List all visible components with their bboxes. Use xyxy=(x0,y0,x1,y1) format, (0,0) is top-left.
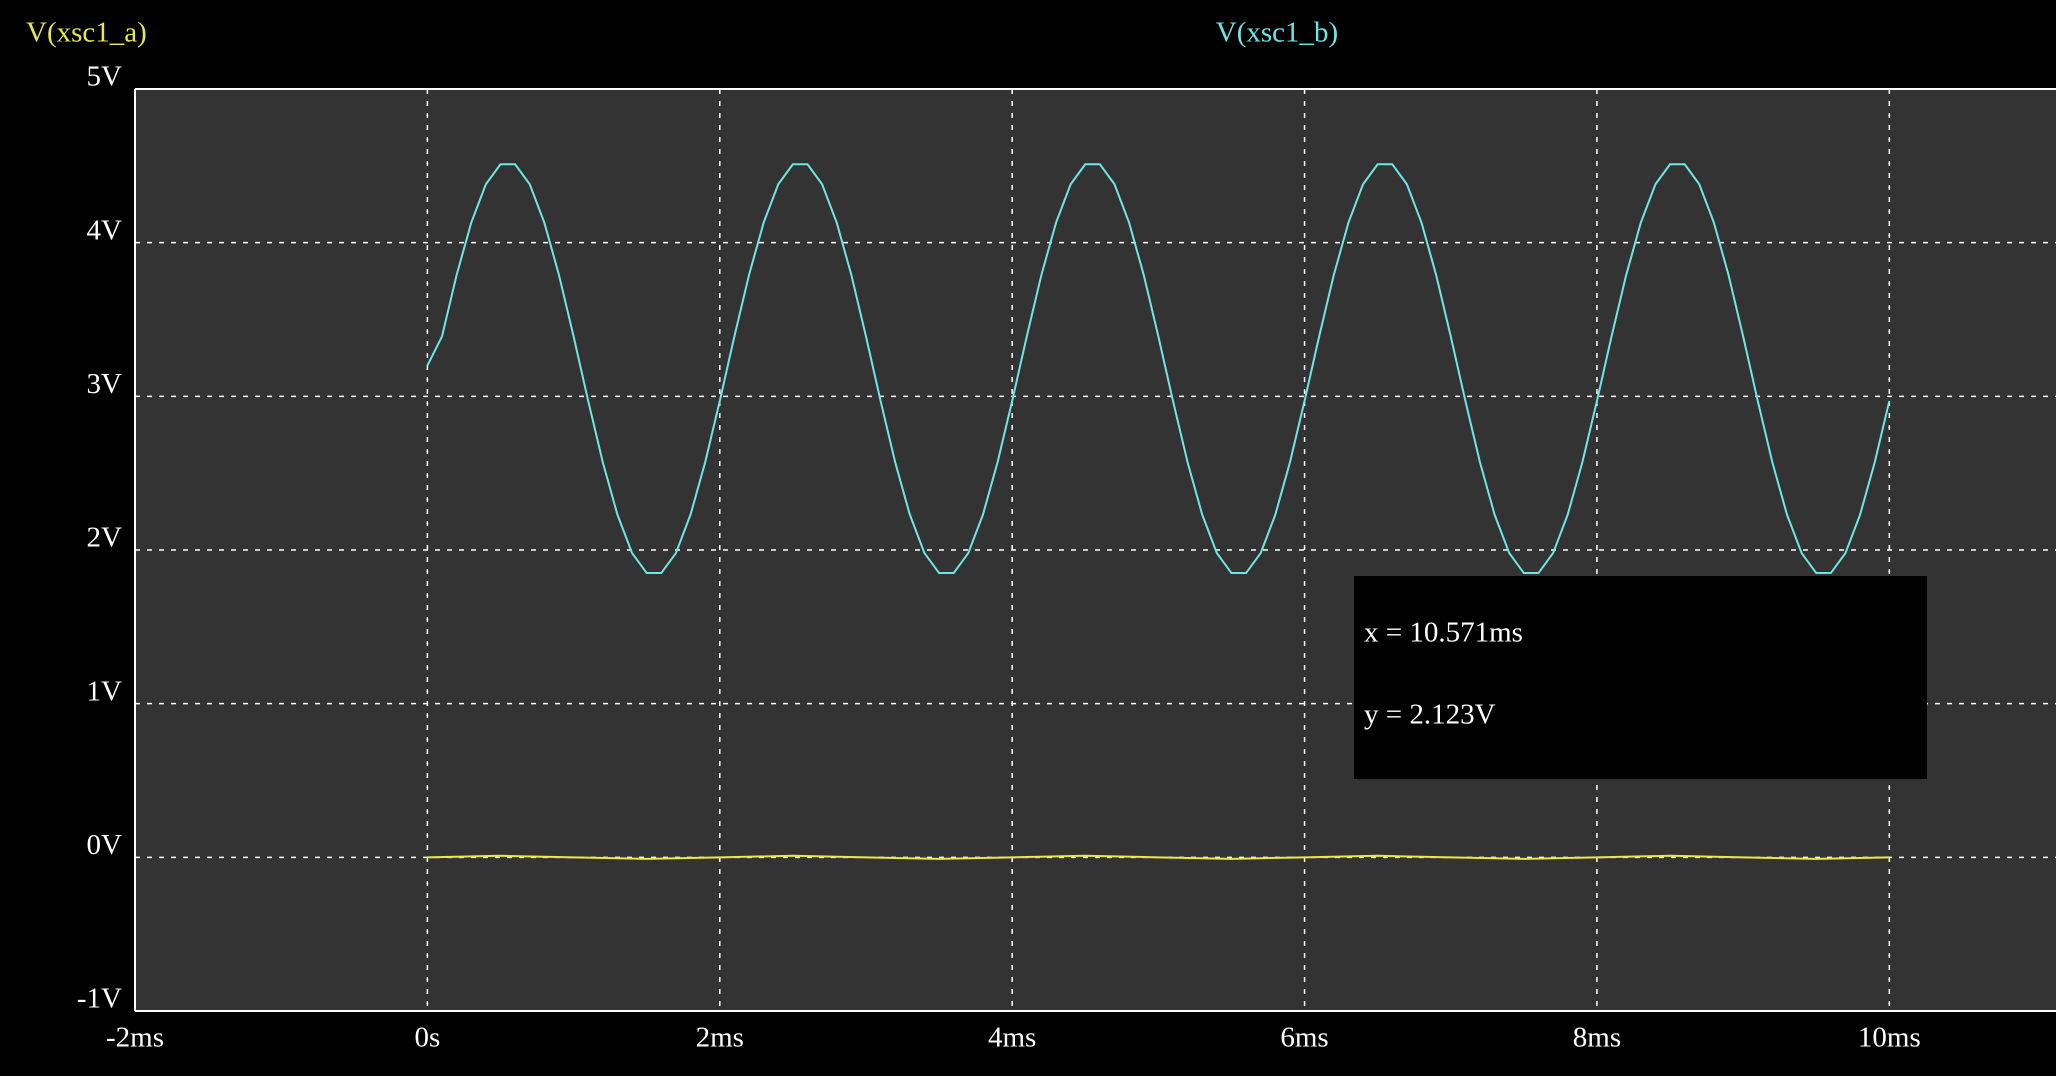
y-tick-label: 2V xyxy=(87,522,123,554)
x-tick-label: 6ms xyxy=(1280,1022,1328,1054)
legend-label: V(xsc1_b) xyxy=(1216,17,1338,49)
x-tick-label: 10ms xyxy=(1858,1022,1921,1054)
y-tick-label: 1V xyxy=(87,675,123,707)
x-tick-label: 8ms xyxy=(1573,1022,1621,1054)
cursor-readout: x = 10.571ms xyxy=(1364,617,1523,649)
series-line xyxy=(427,854,1890,860)
x-tick-label: -2ms xyxy=(106,1022,164,1054)
cursor-readout: y = 2.123V xyxy=(1364,699,1496,731)
y-tick-label: 0V xyxy=(87,829,123,861)
x-tick-label: 0s xyxy=(414,1022,440,1054)
y-tick-label: 5V xyxy=(87,61,123,93)
series-line xyxy=(426,163,1891,575)
x-tick-label: 2ms xyxy=(696,1022,744,1054)
cursor-box xyxy=(1354,576,1927,779)
x-tick-label: 4ms xyxy=(988,1022,1036,1054)
y-tick-label: 3V xyxy=(87,368,123,400)
legend-label: V(xsc1_a) xyxy=(26,17,147,49)
y-tick-label: 4V xyxy=(87,214,123,246)
y-tick-label: -1V xyxy=(77,983,122,1015)
